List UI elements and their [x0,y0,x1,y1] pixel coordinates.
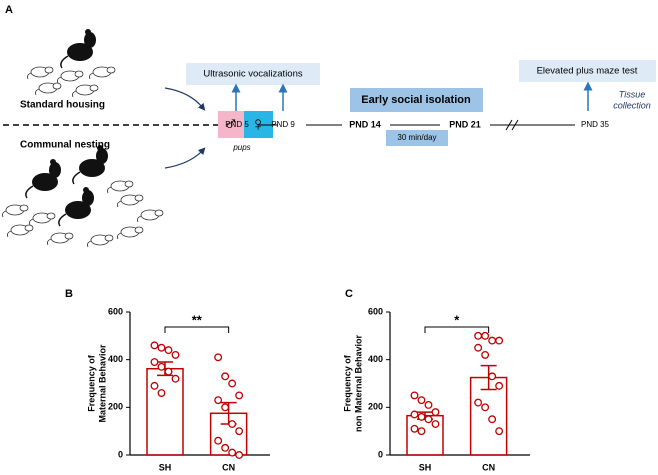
data-point [221,443,230,452]
panel-label: B [65,288,73,300]
y-tick-label: 0 [378,449,383,459]
data-point [431,408,440,417]
data-point [214,436,223,445]
y-axis-label: Frequency of [342,354,352,412]
data-point [171,374,180,383]
data-point [150,341,159,350]
data-point [157,343,166,352]
data-point [424,401,433,409]
isolation-box [350,88,483,112]
data-point [474,398,483,407]
data-point [228,448,237,457]
mice-standard [27,28,116,98]
data-point [164,367,173,376]
data-point [164,346,173,355]
data-point [150,358,159,366]
y-axis-label: Maternal Behavior [97,344,107,423]
panel-label: C [345,288,353,300]
data-point [417,427,426,436]
x-tick-label: SH [419,462,432,472]
significance-bracket [424,326,490,333]
y-axis-label: non Maternal Behavior [353,335,363,433]
tissue: Tissue [619,89,645,99]
data-point [228,379,237,388]
data-point [410,424,419,433]
data-point [228,420,237,428]
timepoint: PND 9 [271,120,295,129]
data-point [410,410,419,419]
arrows [231,81,593,111]
epm-box [519,60,656,82]
y-tick-label: 200 [368,402,383,412]
significance: ** [192,312,203,327]
data-point [214,396,223,405]
data-point [221,403,230,412]
data-point [171,350,180,359]
data-point [481,403,490,412]
data-point [488,372,497,381]
data-point [495,381,504,390]
data-point [488,336,497,345]
y-tick-label: 400 [368,354,383,364]
data-point [424,415,433,424]
male-symbol: ♂ [224,113,239,135]
timepoint: PND 5 [225,120,249,129]
usv-box [186,63,320,85]
significance: * [454,312,460,327]
y-axis-label: Frequency of [86,354,96,412]
data-point [221,372,230,381]
data-point [474,331,483,340]
usv: Ultrasonic vocalizations [203,69,303,80]
data-point [488,415,497,424]
female-symbol: ♀ [251,113,266,135]
duration-box [386,130,448,146]
data-point [214,353,223,362]
data-point [417,412,426,421]
data-point [157,362,166,371]
data-point [495,427,504,436]
data-point [235,451,244,459]
x-tick-label: SH [159,462,172,472]
data-point [481,331,490,340]
timepoint: PND 14 [349,119,381,129]
epm: Elevated plus maze test [537,66,638,77]
y-tick-label: 0 [118,449,123,459]
data-point [235,391,244,400]
group-label: Communal nesting [20,140,110,151]
data-point [150,381,159,390]
isolation: Early social isolation [361,94,471,106]
mice-communal [2,144,164,248]
data-point [481,350,490,359]
y-tick-label: 600 [368,306,383,316]
x-tick-label: CN [222,462,235,472]
arrow [164,87,206,111]
arrow [164,147,206,169]
panel-label: A [5,4,13,16]
timepoint: PND 35 [581,120,610,129]
group-label: Standard housing [20,100,105,111]
timepoint: PND 21 [449,119,481,129]
male-box [218,111,244,138]
y-tick-label: 400 [108,354,123,364]
data-point [417,396,426,405]
break [505,119,519,131]
data-point [474,343,483,352]
tissue: collection [613,100,651,110]
data-point [235,427,244,436]
pups-label: pups [232,143,250,152]
duration: 30 min/day [397,133,436,142]
data-point [157,389,166,397]
y-tick-label: 200 [108,402,123,412]
data-point [495,336,504,345]
data-point [431,420,440,428]
x-tick-label: CN [482,462,495,472]
data-point [410,391,419,400]
y-tick-label: 600 [108,306,123,316]
significance-bracket [164,326,230,333]
